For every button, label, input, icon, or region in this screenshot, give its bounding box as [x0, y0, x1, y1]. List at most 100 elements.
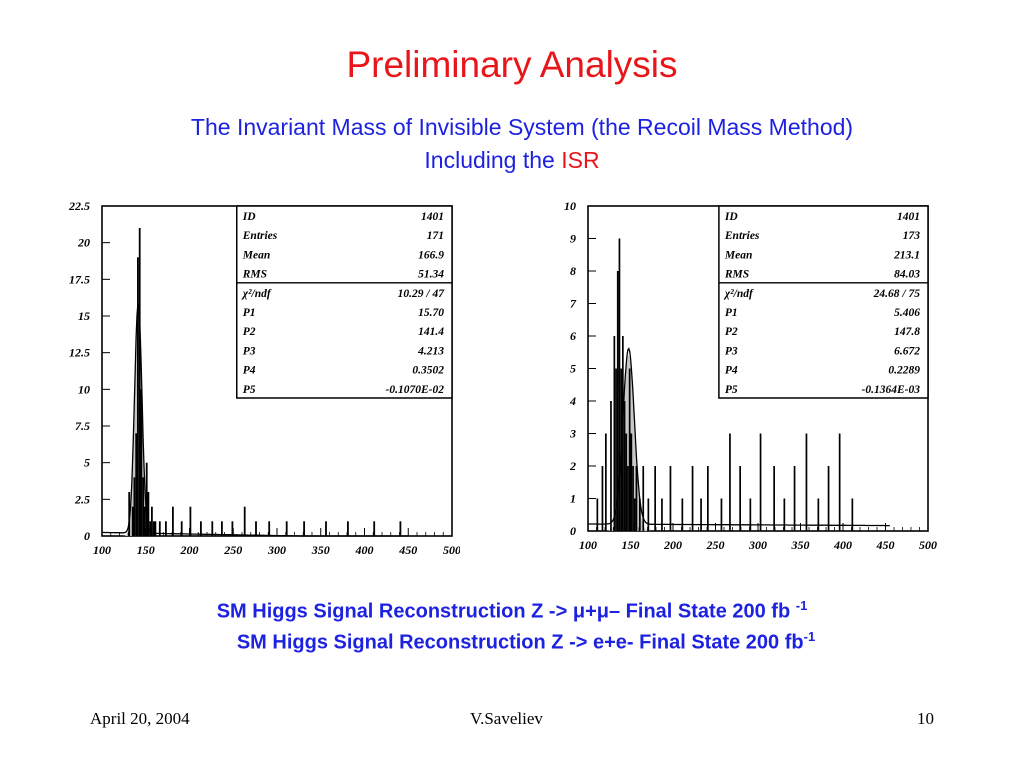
histogram-bar — [633, 498, 636, 531]
y-tick-label: 9 — [570, 232, 576, 246]
slide-title: Preliminary Analysis — [346, 44, 678, 85]
stats-value: 213.1 — [893, 249, 920, 261]
x-tick-label: 500 — [443, 543, 460, 557]
histogram-bar — [729, 433, 731, 531]
footer-author: V.Saveliev — [470, 709, 543, 728]
histogram-bar — [700, 498, 702, 531]
y-tick-label: 20 — [77, 236, 90, 250]
histogram-bar — [630, 433, 633, 531]
stats-value: 141.4 — [418, 326, 444, 338]
x-tick-label: 400 — [833, 538, 852, 552]
stats-label: χ²/ndf — [241, 288, 272, 300]
stats-label: P3 — [243, 345, 256, 357]
histogram-bar — [172, 506, 174, 536]
histogram-bar — [610, 401, 612, 531]
histogram-bar — [596, 498, 599, 531]
histogram-bar — [773, 466, 775, 531]
y-tick-label: 17.5 — [69, 272, 90, 286]
histogram-bar — [793, 466, 796, 531]
chart-svg: 100 150 200 250 300 350 400 450 500 0 1 2 3 4 5 6 7 8 9 10 I… — [564, 199, 937, 552]
stats-label: Mean — [724, 249, 752, 261]
histogram-bar — [149, 521, 152, 536]
y-tick-label: 7 — [570, 297, 577, 311]
histogram-bar — [851, 498, 854, 531]
histogram-bar — [628, 368, 631, 531]
x-tick-label: 350 — [791, 538, 810, 552]
histogram-bar — [347, 521, 349, 536]
y-tick-label: 5 — [84, 456, 90, 470]
histogram-bar — [635, 466, 638, 531]
x-tick-label: 150 — [622, 538, 640, 552]
histogram-bar — [605, 433, 607, 531]
histogram-bar — [231, 521, 234, 536]
stats-label: Entries — [724, 230, 760, 242]
histogram-bar — [211, 521, 214, 536]
x-tick-label: 150 — [137, 543, 155, 557]
histogram-bar — [152, 521, 155, 536]
histogram-bar — [647, 498, 650, 531]
x-tick-label: 100 — [579, 538, 597, 552]
stats-value: 0.3502 — [412, 365, 444, 377]
y-tick-label: 12.5 — [69, 346, 90, 360]
histogram-bar — [615, 368, 617, 531]
histogram-bar — [616, 271, 619, 531]
histogram-bar — [625, 433, 628, 531]
x-tick-label: 200 — [180, 543, 199, 557]
stats-value: 0.2289 — [888, 365, 920, 377]
histogram-bar — [154, 521, 157, 536]
histogram-bar — [805, 433, 808, 531]
histogram-bar — [131, 506, 134, 536]
subtitle-prefix: Including the — [424, 147, 562, 173]
slide-subtitle-isr: Including the ISR — [0, 147, 1024, 174]
histogram-bar — [135, 433, 138, 536]
stats-value: 6.672 — [894, 345, 920, 357]
histogram-bar — [707, 466, 709, 531]
histogram-bar — [601, 466, 604, 531]
histogram-mumu: 100 150 200 250 300 350 400 450 500 0 2.5 5 7.5 10 12.… — [50, 193, 461, 558]
histogram-bar — [618, 238, 621, 531]
stats-label: P2 — [725, 326, 738, 338]
stats-label: P4 — [243, 365, 256, 377]
histogram-bar — [243, 506, 246, 536]
stats-label: P1 — [243, 307, 256, 319]
stats-label: P1 — [725, 307, 738, 319]
histogram-bar — [373, 521, 376, 536]
histogram-bar — [399, 521, 402, 536]
y-tick-label: 2.5 — [74, 492, 90, 506]
stats-value: 166.9 — [418, 249, 444, 261]
slide-subtitle: The Invariant Mass of Invisible System (… — [190, 114, 854, 140]
stats-box — [718, 205, 929, 399]
stats-label: P5 — [243, 384, 256, 396]
y-tick-label: 4 — [569, 394, 576, 408]
histogram-bar — [255, 521, 257, 536]
histogram-bar — [759, 433, 762, 531]
histogram-bar — [623, 401, 626, 531]
histogram-bar — [268, 521, 271, 536]
x-tick-label: 250 — [706, 538, 725, 552]
stats-value: 173 — [903, 230, 921, 242]
isr-highlight: ISR — [561, 147, 600, 173]
stats-label: ID — [724, 211, 738, 223]
histogram-bar — [681, 498, 684, 531]
histogram-bar — [221, 521, 223, 536]
y-tick-label: 8 — [570, 264, 576, 278]
x-tick-label: 300 — [748, 538, 767, 552]
y-tick-label: 5 — [570, 362, 576, 376]
histogram-bar — [158, 521, 161, 536]
stats-value: -0.1364E-03 — [862, 384, 921, 396]
y-tick-label: 6 — [570, 329, 576, 343]
histogram-bar — [180, 521, 183, 536]
histogram-bar — [165, 521, 167, 536]
stats-label: RMS — [724, 269, 749, 281]
histogram-bar — [827, 466, 830, 531]
caption-ee: SM Higgs Signal Reconstruction Z -> e+e-… — [14, 629, 1024, 655]
histogram-bar — [145, 462, 148, 536]
stats-value: 84.03 — [894, 269, 920, 281]
fit-peak-fill — [605, 355, 652, 531]
caption-mumu-suffix: Final State 200 fb — [620, 600, 796, 623]
stats-value: 10.29 / 47 — [398, 288, 446, 300]
histogram-bar — [189, 506, 192, 536]
y-tick-label: 1 — [570, 492, 576, 506]
chart-svg: 100 150 200 250 300 350 400 450 500 0 2.5 5 7.5 10 12.… — [68, 199, 461, 557]
stats-value: 5.406 — [894, 307, 920, 319]
